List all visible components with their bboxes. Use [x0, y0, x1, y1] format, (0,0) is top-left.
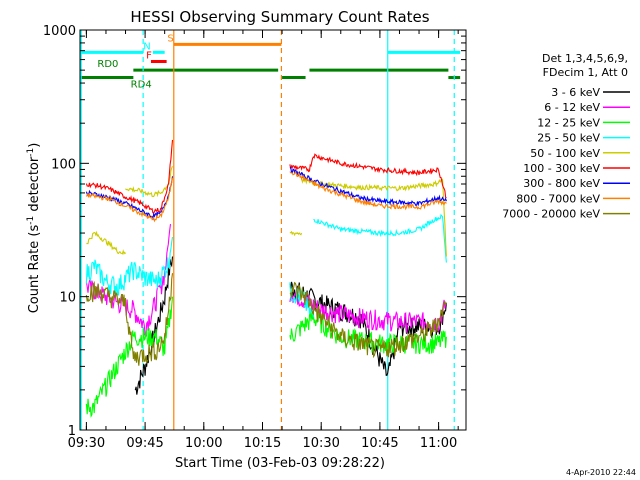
chart-title: HESSI Observing Summary Count Rates	[130, 8, 429, 26]
x-tick-label-10-30: 10:30	[302, 436, 339, 451]
legend-label-6-12-kev: 6 - 12 keV	[544, 101, 600, 114]
series-lines	[85, 139, 447, 418]
legend-label-12-25-kev: 12 - 25 keV	[537, 116, 600, 129]
flag-label-f: F	[146, 51, 152, 62]
legend-label-300-800-kev: 300 - 800 keV	[523, 177, 600, 190]
flag-bars	[80, 42, 461, 80]
y-tick-label-1000: 1000	[43, 24, 76, 39]
x-tick-label-10-00: 10:00	[185, 436, 222, 451]
legend: Det 1,3,4,5,6,9,FDecim 1, Att 0 3 - 6 keV…	[502, 52, 630, 221]
series-line-7000-20000-kev-seg-1	[289, 281, 447, 359]
timestamp: 4-Apr-2010 22:44	[566, 468, 636, 477]
series-line-50-100-kev-seg-2	[289, 230, 303, 237]
y-tick-label-100: 100	[51, 157, 76, 172]
flag-label-rd4: RD4	[131, 80, 152, 91]
series-line-50-100-kev-seg-1	[125, 166, 173, 198]
x-tick-label-09-30: 09:30	[68, 436, 105, 451]
x-axis-label: Start Time (03-Feb-03 09:28:22)	[175, 456, 385, 471]
flag-label-s: S	[167, 33, 173, 44]
y-tick-label-10: 10	[59, 291, 76, 306]
flag-label-rd0: RD0	[97, 59, 118, 70]
event-vertical-lines	[80, 30, 455, 430]
series-line-50-100-kev-seg-0	[86, 230, 126, 255]
x-tick-label-09-45: 09:45	[126, 436, 163, 451]
series-line-3-6-kev-seg-0	[134, 256, 174, 395]
legend-label-50-100-kev: 50 - 100 keV	[530, 147, 600, 160]
legend-title-1: FDecim 1, Att 0	[543, 66, 628, 79]
series-line-800-7000-kev-seg-0	[85, 177, 174, 223]
series-line-300-800-kev-seg-0	[85, 176, 174, 221]
series-line-100-300-kev-seg-1	[289, 153, 447, 199]
legend-title-0: Det 1,3,4,5,6,9,	[542, 52, 628, 65]
flag-labels: N S F RD0 RD4	[97, 33, 173, 90]
x-tick-label-10-15: 10:15	[244, 436, 281, 451]
series-line-100-300-kev-seg-0	[85, 139, 174, 214]
series-line-3-6-kev-seg-1	[289, 281, 447, 376]
series-line-50-100-kev-seg-3	[301, 176, 447, 257]
series-line-800-7000-kev-seg-1	[289, 170, 447, 211]
legend-label-100-300-kev: 100 - 300 keV	[523, 162, 600, 175]
series-line-6-12-kev-seg-1	[289, 286, 447, 333]
series-line-12-25-kev-seg-0	[85, 296, 174, 418]
axes: 09:30 09:45 10:00 10:15 10:30 10:45 11:00 1 10 10…	[43, 24, 467, 451]
series-line-6-12-kev-seg-0	[85, 224, 172, 337]
legend-label-3-6-kev: 3 - 6 keV	[551, 86, 600, 99]
series-line-25-50-kev-seg-0	[85, 236, 174, 296]
series-line-7000-20000-kev-seg-0	[85, 273, 174, 366]
x-tick-label-11-00: 11:00	[420, 436, 457, 451]
x-tick-label-10-45: 10:45	[361, 436, 398, 451]
plot-frame	[79, 29, 467, 431]
y-axis-label: Count Rate (s-1 detector-1)	[26, 143, 42, 314]
legend-label-25-50-kev: 25 - 50 keV	[537, 132, 600, 145]
legend-label-7000-20000-kev: 7000 - 20000 keV	[502, 208, 600, 221]
series-line-25-50-kev-seg-2	[313, 213, 447, 263]
flag-label-n: N	[143, 41, 150, 52]
y-tick-label-1: 1	[68, 424, 76, 439]
legend-label-800-7000-kev: 800 - 7000 keV	[516, 192, 600, 205]
